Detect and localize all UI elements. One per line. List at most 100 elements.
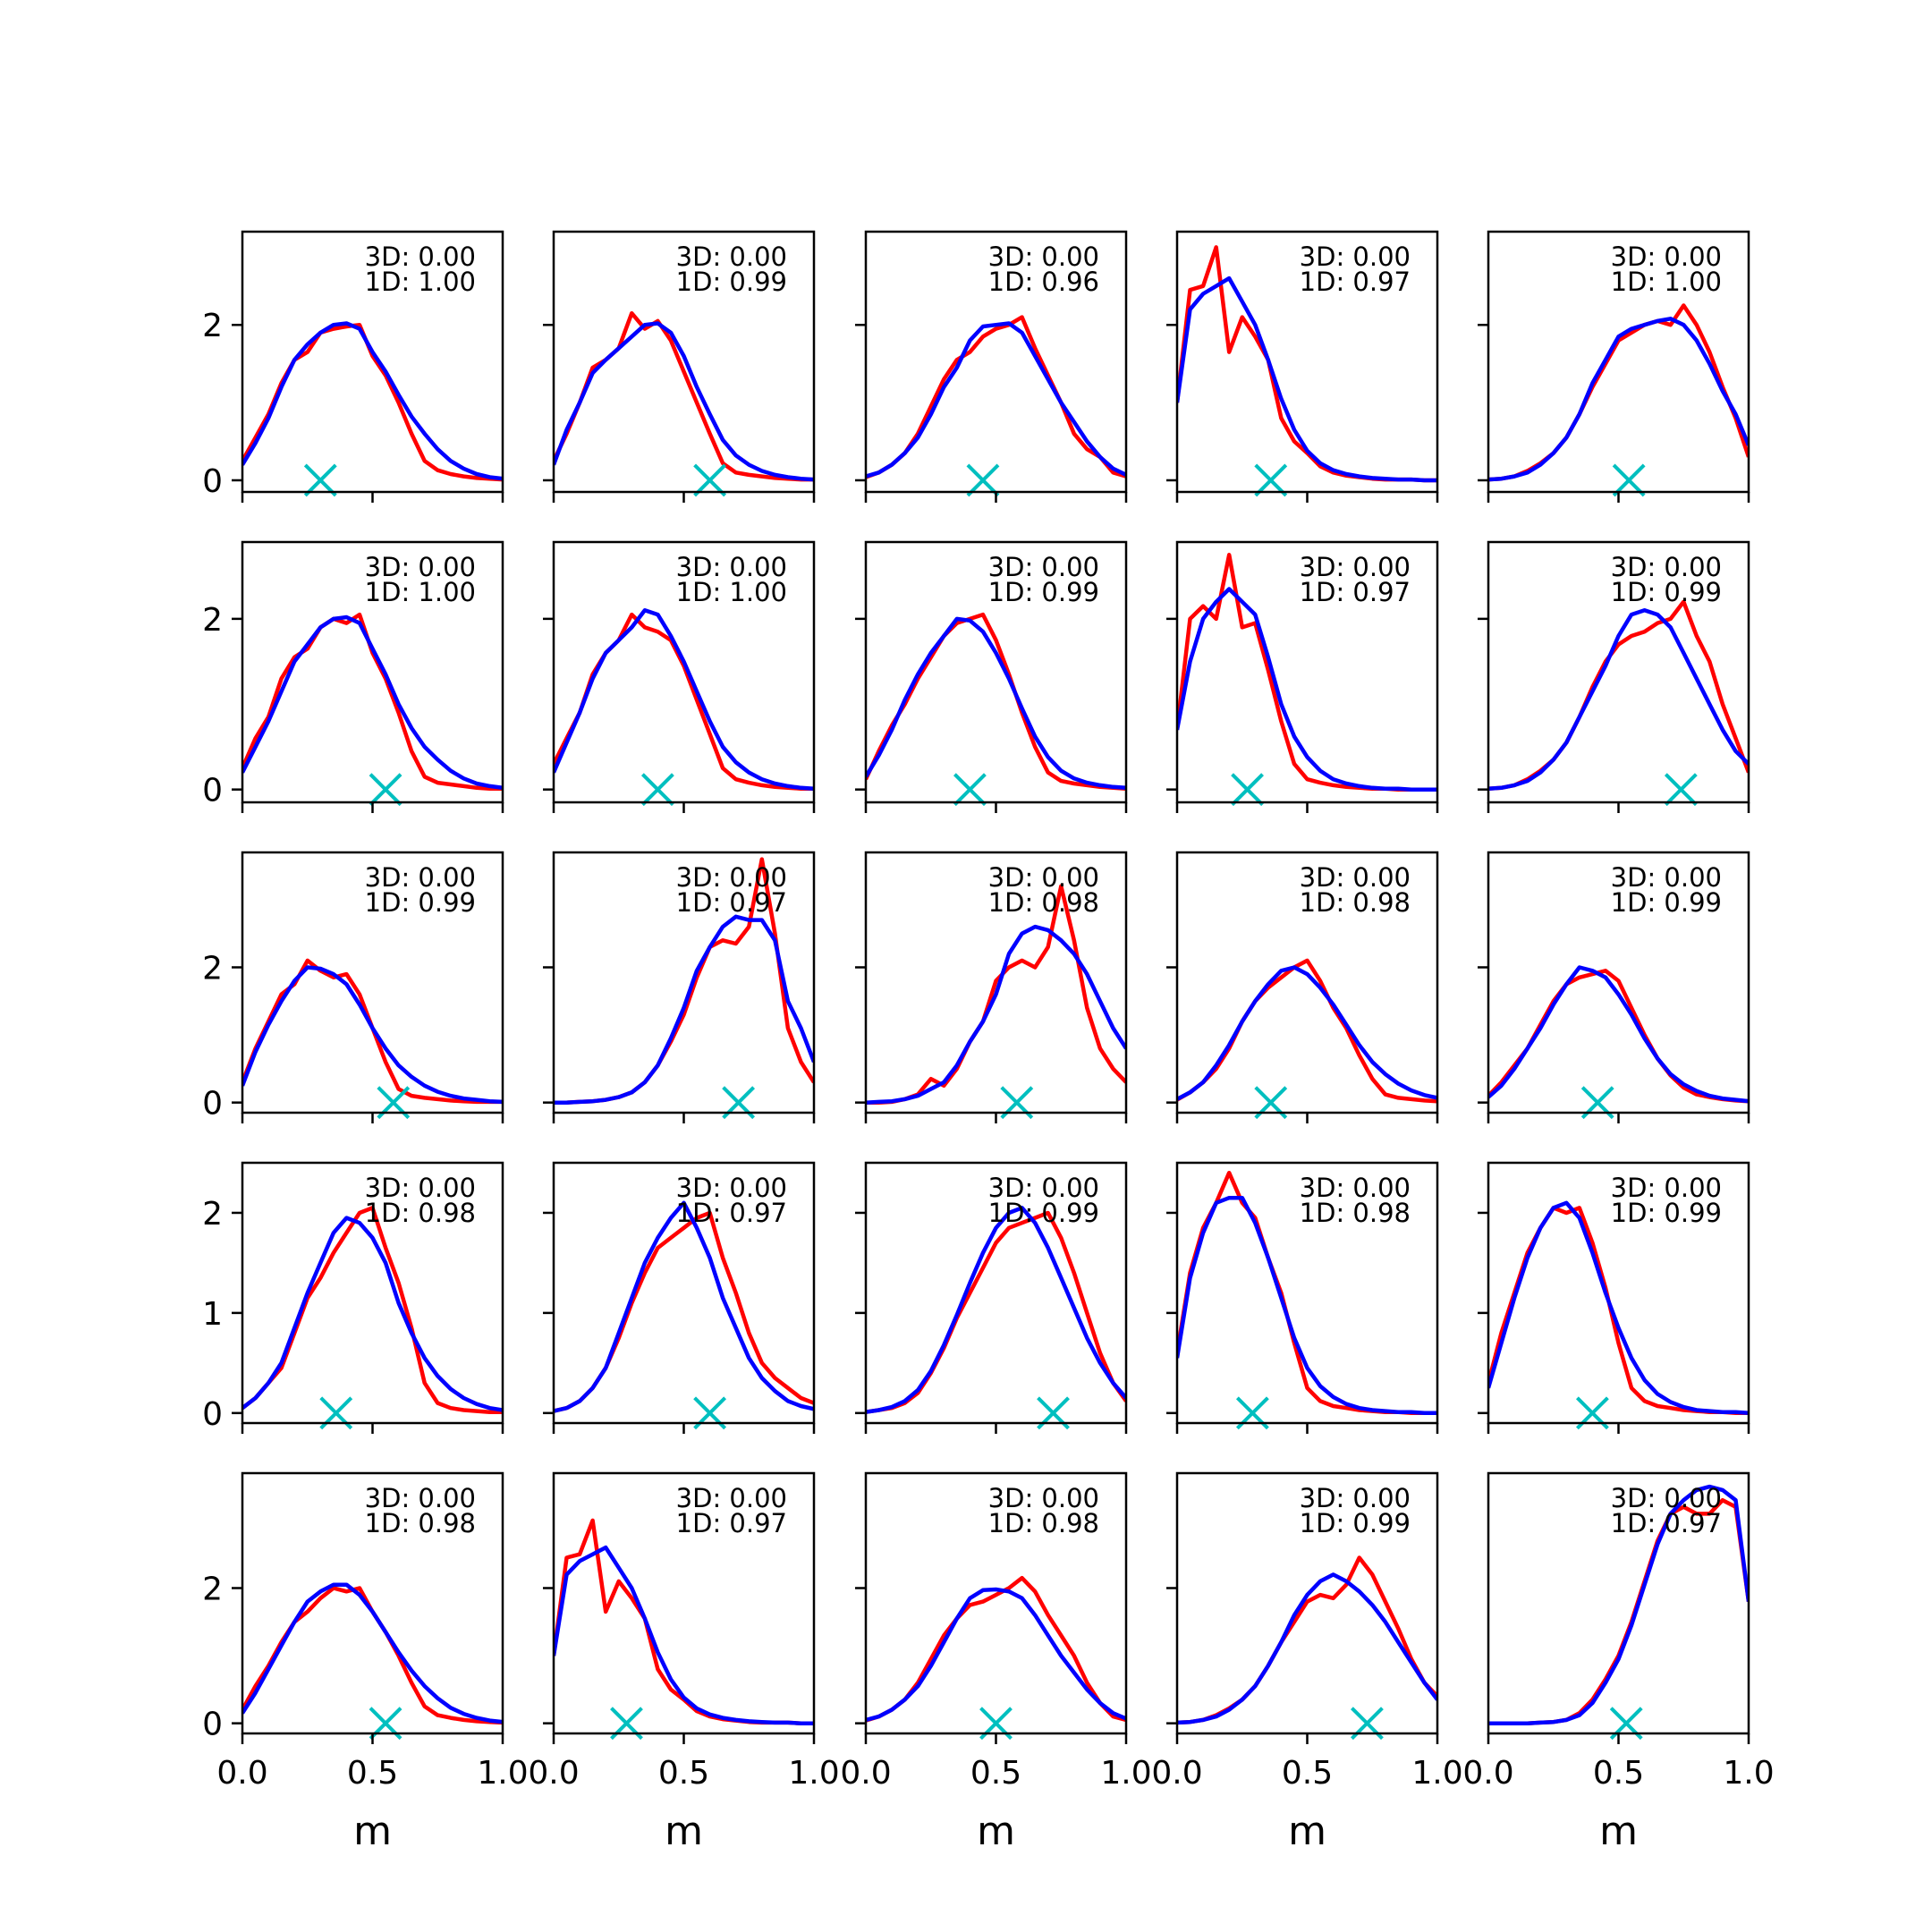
y-tick-label: 2 xyxy=(202,950,223,987)
annotation-3d: 3D: 0.00 xyxy=(988,1173,1099,1203)
annotation-3d: 3D: 0.00 xyxy=(988,1483,1099,1513)
x-marker-stroke xyxy=(1254,463,1288,497)
series-1d-line xyxy=(554,1545,814,1725)
y-tick-label: 2 xyxy=(202,308,223,344)
x-marker-stroke xyxy=(640,773,674,807)
annotation-1d: 1D: 1.00 xyxy=(1611,267,1722,297)
annotation-1d: 1D: 0.99 xyxy=(988,577,1099,607)
series-1d-line xyxy=(242,1582,503,1724)
series-1d-line xyxy=(554,608,814,791)
x-marker xyxy=(1231,773,1264,807)
x-marker xyxy=(303,463,337,497)
annotation-1d: 1D: 0.97 xyxy=(1300,577,1411,607)
x-marker-stroke xyxy=(693,463,727,497)
annotation-3d: 3D: 0.00 xyxy=(365,1173,476,1203)
annotation-1d: 1D: 0.98 xyxy=(365,1198,476,1228)
x-axis-label: m xyxy=(1599,1809,1638,1854)
y-tick-label: 1 xyxy=(202,1296,223,1333)
series-1d-line xyxy=(1488,1484,1749,1725)
series-3d-line xyxy=(554,310,814,482)
y-tick-label: 0 xyxy=(202,1086,223,1123)
series-1d-line xyxy=(866,1206,1126,1414)
annotation-3d: 3D: 0.00 xyxy=(676,242,787,272)
annotation-3d: 3D: 0.00 xyxy=(676,552,787,582)
series-1d-line xyxy=(242,965,503,1105)
series-1d-line xyxy=(1177,275,1437,483)
annotation-1d: 1D: 0.99 xyxy=(1611,887,1722,918)
series-1d-line xyxy=(1488,965,1749,1104)
annotation-1d: 1D: 1.00 xyxy=(365,267,476,297)
x-marker-stroke xyxy=(369,773,402,807)
series-1d-line xyxy=(1488,1200,1749,1416)
annotation-1d: 1D: 1.00 xyxy=(365,577,476,607)
x-axis-label: m xyxy=(977,1809,1015,1854)
annotation-1d: 1D: 0.99 xyxy=(1611,1198,1722,1228)
annotation-3d: 3D: 0.00 xyxy=(1611,862,1722,893)
y-tick-label: 2 xyxy=(202,1571,223,1607)
series-1d-line xyxy=(866,616,1126,791)
x-marker-stroke xyxy=(953,773,987,807)
x-marker xyxy=(369,773,402,807)
annotation-3d: 3D: 0.00 xyxy=(1611,1173,1722,1203)
x-marker xyxy=(693,463,727,497)
series-1d-line xyxy=(242,1216,503,1412)
y-tick-label: 2 xyxy=(202,602,223,639)
annotation-3d: 3D: 0.00 xyxy=(988,242,1099,272)
x-marker xyxy=(953,773,987,807)
series-1d-line xyxy=(866,1587,1126,1723)
annotation-3d: 3D: 0.00 xyxy=(1300,1173,1411,1203)
annotation-1d: 1D: 0.97 xyxy=(676,1508,787,1538)
annotation-1d: 1D: 0.98 xyxy=(365,1508,476,1538)
y-tick-label: 0 xyxy=(202,463,223,500)
annotation-1d: 1D: 0.99 xyxy=(676,267,787,297)
x-marker-stroke xyxy=(966,463,1000,497)
x-marker-stroke xyxy=(303,463,337,497)
y-tick-label: 0 xyxy=(202,1396,223,1433)
x-tick-label: 0.0 xyxy=(216,1755,267,1792)
annotation-1d: 1D: 0.98 xyxy=(1300,1198,1411,1228)
annotation-3d: 3D: 0.00 xyxy=(1611,242,1722,272)
annotation-3d: 3D: 0.00 xyxy=(1300,552,1411,582)
annotation-3d: 3D: 0.00 xyxy=(365,552,476,582)
x-tick-label: 0.5 xyxy=(347,1755,398,1792)
annotation-1d: 1D: 0.96 xyxy=(988,267,1099,297)
series-1d-line xyxy=(242,321,503,481)
annotation-3d: 3D: 0.00 xyxy=(676,1483,787,1513)
annotation-3d: 3D: 0.00 xyxy=(1300,1483,1411,1513)
annotation-3d: 3D: 0.00 xyxy=(1300,242,1411,272)
series-1d-line xyxy=(1177,1572,1437,1725)
annotation-1d: 1D: 0.98 xyxy=(988,887,1099,918)
x-marker xyxy=(640,773,674,807)
annotation-3d: 3D: 0.00 xyxy=(988,552,1099,582)
series-1d-line xyxy=(866,924,1126,1105)
annotation-1d: 1D: 0.99 xyxy=(988,1198,1099,1228)
annotation-3d: 3D: 0.00 xyxy=(676,1173,787,1203)
annotation-3d: 3D: 0.00 xyxy=(988,862,1099,893)
x-tick-label: 0.0 xyxy=(528,1755,579,1792)
x-marker-stroke xyxy=(1231,773,1264,807)
series-1d-line xyxy=(554,914,814,1105)
annotation-1d: 1D: 0.98 xyxy=(1300,887,1411,918)
series-1d-line xyxy=(1488,608,1749,791)
annotation-3d: 3D: 0.00 xyxy=(365,242,476,272)
x-tick-label: 1.0 xyxy=(1723,1755,1774,1792)
x-marker xyxy=(966,463,1000,497)
x-tick-label: 1.0 xyxy=(477,1755,528,1792)
series-1d-line xyxy=(1177,965,1437,1101)
annotation-1d: 1D: 0.97 xyxy=(1300,267,1411,297)
